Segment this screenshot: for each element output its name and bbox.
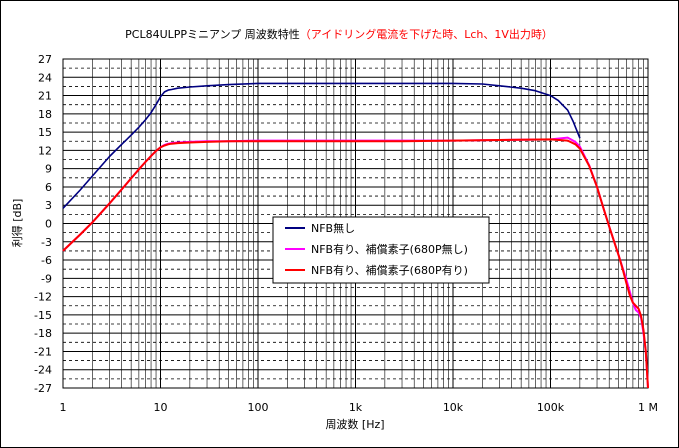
y-tick-label: -12 <box>34 291 52 304</box>
y-tick-label: -3 <box>41 236 52 249</box>
legend-label-1: NFB無し <box>311 221 355 235</box>
legend: NFB無し NFB有り、補償素子(680P無し) NFB有り、補償素子(680P有り… <box>272 216 490 284</box>
chart-title-condition: （アイドリング電流を下げた時、Lch、1V出力時） <box>300 27 553 41</box>
y-tick-label: 3 <box>45 199 52 212</box>
x-axis-label: 周波数 [Hz] <box>325 418 384 431</box>
y-tick-label: 0 <box>45 218 52 231</box>
x-tick-label: 10 <box>154 401 168 414</box>
y-tick-label: -21 <box>34 345 52 358</box>
y-tick-label: -6 <box>41 254 52 267</box>
y-tick-label: -9 <box>41 272 52 285</box>
x-tick-label: 1k <box>349 401 363 414</box>
chart-title-main: PCL84ULPPミニアンプ 周波数特性 <box>125 27 300 41</box>
chart-title: PCL84ULPPミニアンプ 周波数特性（アイドリング電流を下げた時、Lch、1… <box>125 27 553 41</box>
y-tick-label: 18 <box>38 108 52 121</box>
x-axis-tick-labels: 1 10 100 1k 10k 100k 1 M <box>60 401 659 414</box>
x-tick-label: 10k <box>443 401 464 414</box>
y-tick-label: 21 <box>38 90 52 103</box>
y-tick-label: 12 <box>38 144 52 157</box>
x-tick-label: 100 <box>248 401 269 414</box>
x-tick-label: 1 M <box>638 401 658 414</box>
y-tick-label: -27 <box>34 382 52 395</box>
x-tick-label: 1 <box>60 401 67 414</box>
y-tick-label: -18 <box>34 327 52 340</box>
series-line-1 <box>62 82 581 209</box>
y-tick-label: 24 <box>38 71 52 84</box>
y-axis-tick-labels: 27 24 21 18 15 12 9 6 3 0 -3 -6 -9 -12 -15 -18 -21 -24 -27 <box>34 53 52 395</box>
y-tick-label: -15 <box>34 309 52 322</box>
x-tick-label: 100k <box>537 401 565 414</box>
legend-box <box>272 216 490 284</box>
legend-label-2: NFB有り、補償素子(680P無し) <box>311 242 468 256</box>
y-tick-label: 15 <box>38 126 52 139</box>
y-tick-label: -24 <box>34 364 52 377</box>
legend-label-3: NFB有り、補償素子(680P有り) <box>311 263 468 277</box>
y-tick-label: 27 <box>38 53 52 66</box>
y-axis-label: 利得 [dB] <box>11 199 24 248</box>
series-lines <box>62 82 649 389</box>
series-line-3 <box>62 138 649 389</box>
y-tick-label: 9 <box>45 163 52 176</box>
y-tick-label: 6 <box>45 181 52 194</box>
